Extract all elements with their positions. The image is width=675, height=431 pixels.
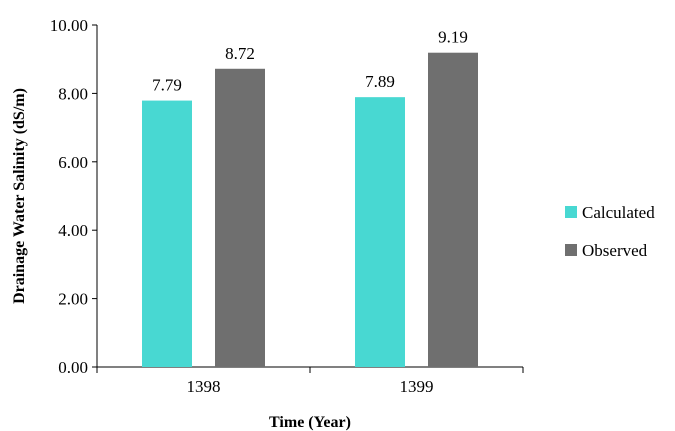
y-axis-ticks: 0.00 2.00 4.00 6.00 8.00 10.00 [50,16,97,377]
bar-observed-1399 [428,52,478,368]
bar-calculated-1399 [355,97,405,368]
data-labels: 7.79 8.72 7.89 9.19 [152,28,468,95]
x-tick-label: 1399 [400,377,434,396]
y-tick-label: 8.00 [58,84,88,103]
bar-observed-1398 [215,68,265,367]
data-label: 8.72 [225,44,255,63]
legend: Calculated Observed [565,203,655,260]
data-label: 7.79 [152,76,182,95]
data-label: 9.19 [438,28,468,47]
legend-label-observed: Observed [582,241,648,260]
y-tick-label: 2.00 [58,290,88,309]
x-tick-label: 1398 [187,377,221,396]
data-label: 7.89 [365,72,395,91]
legend-label-calculated: Calculated [582,203,655,222]
bar-calculated-1398 [142,100,192,367]
legend-swatch-observed [565,244,577,256]
x-axis-ticks: 1398 1399 [96,367,524,396]
y-tick-label: 4.00 [58,221,88,240]
y-tick-label: 6.00 [58,153,88,172]
y-tick-label: 0.00 [58,358,88,377]
y-tick-label: 10.00 [50,16,88,35]
bar-series [142,52,478,368]
y-axis-title: Drainage Water Salinity (dS/m) [11,88,28,304]
legend-swatch-calculated [565,206,577,218]
x-axis-title: Time (Year) [269,414,351,431]
